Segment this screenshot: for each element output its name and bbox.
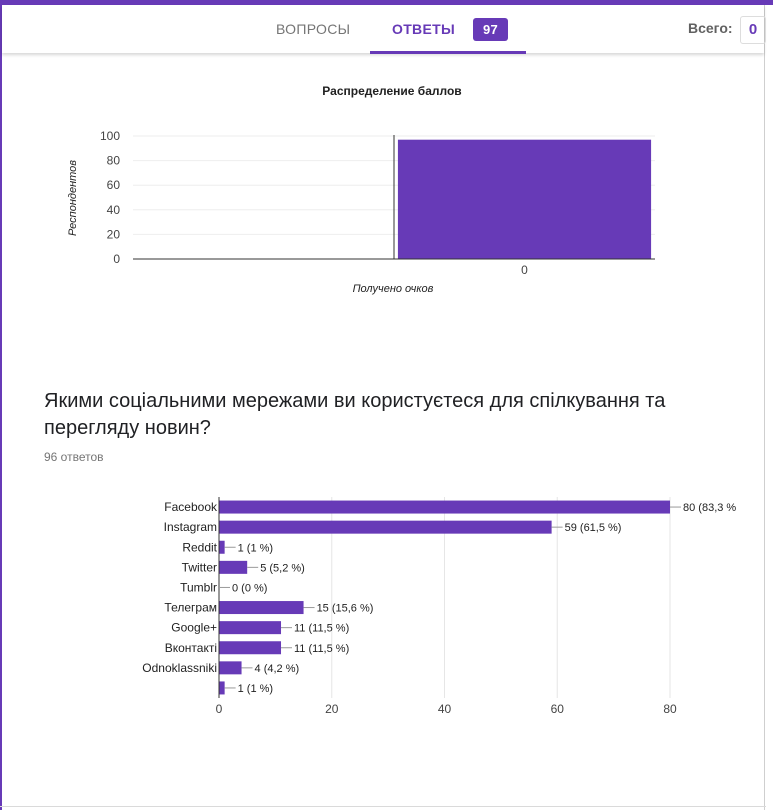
y-tick-label: 20 [107, 227, 121, 241]
social-networks-chart: Facebook Instagram Reddit Twitter Tumblr Теле… [142, 497, 736, 716]
bottom-border [0, 806, 766, 807]
category-label: Телеграм [164, 601, 217, 615]
category-label: Google+ [171, 621, 217, 635]
x-tick-label: 0 [521, 263, 528, 277]
x-tick-label: 0 [216, 702, 223, 716]
responses-header: ВОПРОСЫ ОТВЕТЫ 97 Всего: 0 [2, 5, 766, 54]
answers-count-badge: 97 [472, 17, 509, 41]
x-tick-label: 40 [438, 702, 452, 716]
response-bar[interactable] [219, 681, 225, 695]
left-border [0, 5, 2, 810]
tab-answers-label: ОТВЕТЫ [392, 21, 455, 37]
y-axis-label: Респондентов [67, 160, 79, 236]
tab-questions-label: ВОПРОСЫ [276, 21, 351, 37]
response-bar[interactable] [219, 621, 282, 635]
data-label: 1 (1 %) [238, 683, 273, 695]
response-bar[interactable] [219, 661, 242, 675]
category-label: Facebook [164, 500, 218, 514]
data-label: 59 (61,5 %) [565, 522, 622, 534]
data-label: 11 (11,5 %) [294, 623, 349, 635]
total-label: Всего: [688, 20, 733, 36]
top-accent-bar [0, 0, 773, 5]
response-bar[interactable] [219, 540, 225, 554]
data-label: 1 (1 %) [238, 542, 273, 554]
x-tick-label: 20 [325, 702, 339, 716]
y-tick-label: 60 [107, 178, 121, 192]
y-tick-label: 40 [107, 203, 121, 217]
response-bar[interactable] [219, 601, 304, 615]
data-label: 4 (4,2 %) [255, 663, 300, 675]
y-tick-label: 100 [100, 129, 120, 143]
data-label: 11 (11,5 %) [294, 643, 349, 655]
response-bar[interactable] [219, 560, 248, 574]
category-label: Instagram [164, 520, 217, 534]
y-tick-label: 80 [107, 154, 121, 168]
y-tick-label: 0 [113, 252, 120, 266]
data-label: 15 (15,6 %) [317, 603, 374, 615]
response-bar[interactable] [219, 500, 670, 514]
x-tick-label: 80 [663, 702, 677, 716]
data-label: 5 (5,2 %) [260, 562, 305, 574]
active-tab-indicator [370, 51, 526, 54]
category-label: Odnoklassniki [142, 661, 217, 675]
score-bar[interactable] [397, 139, 652, 259]
category-label: Reddit [182, 540, 217, 554]
score-distribution-chart: Распределение баллов 0 20 40 60 80 100 0 Получ… [67, 84, 655, 295]
category-label: Tumblr [180, 580, 217, 594]
total-value-field[interactable]: 0 [740, 16, 766, 44]
response-bar[interactable] [219, 641, 282, 655]
x-axis-label: Получено очков [353, 283, 434, 295]
x-tick-label: 60 [551, 702, 565, 716]
answers-count: 96 ответов [44, 450, 104, 464]
data-label: 80 (83,3 % [683, 502, 736, 514]
chart-title: Распределение баллов [322, 84, 461, 98]
right-border [764, 5, 765, 810]
tab-questions[interactable]: ВОПРОСЫ [276, 5, 350, 53]
response-bar[interactable] [219, 520, 552, 534]
data-label: 0 (0 %) [232, 582, 267, 594]
question-title: Якими соціальними мережами ви користуєте… [44, 390, 666, 439]
category-label: Вконтакті [165, 641, 217, 655]
tab-answers[interactable]: ОТВЕТЫ 97 [392, 5, 509, 53]
category-label: Twitter [182, 560, 217, 574]
